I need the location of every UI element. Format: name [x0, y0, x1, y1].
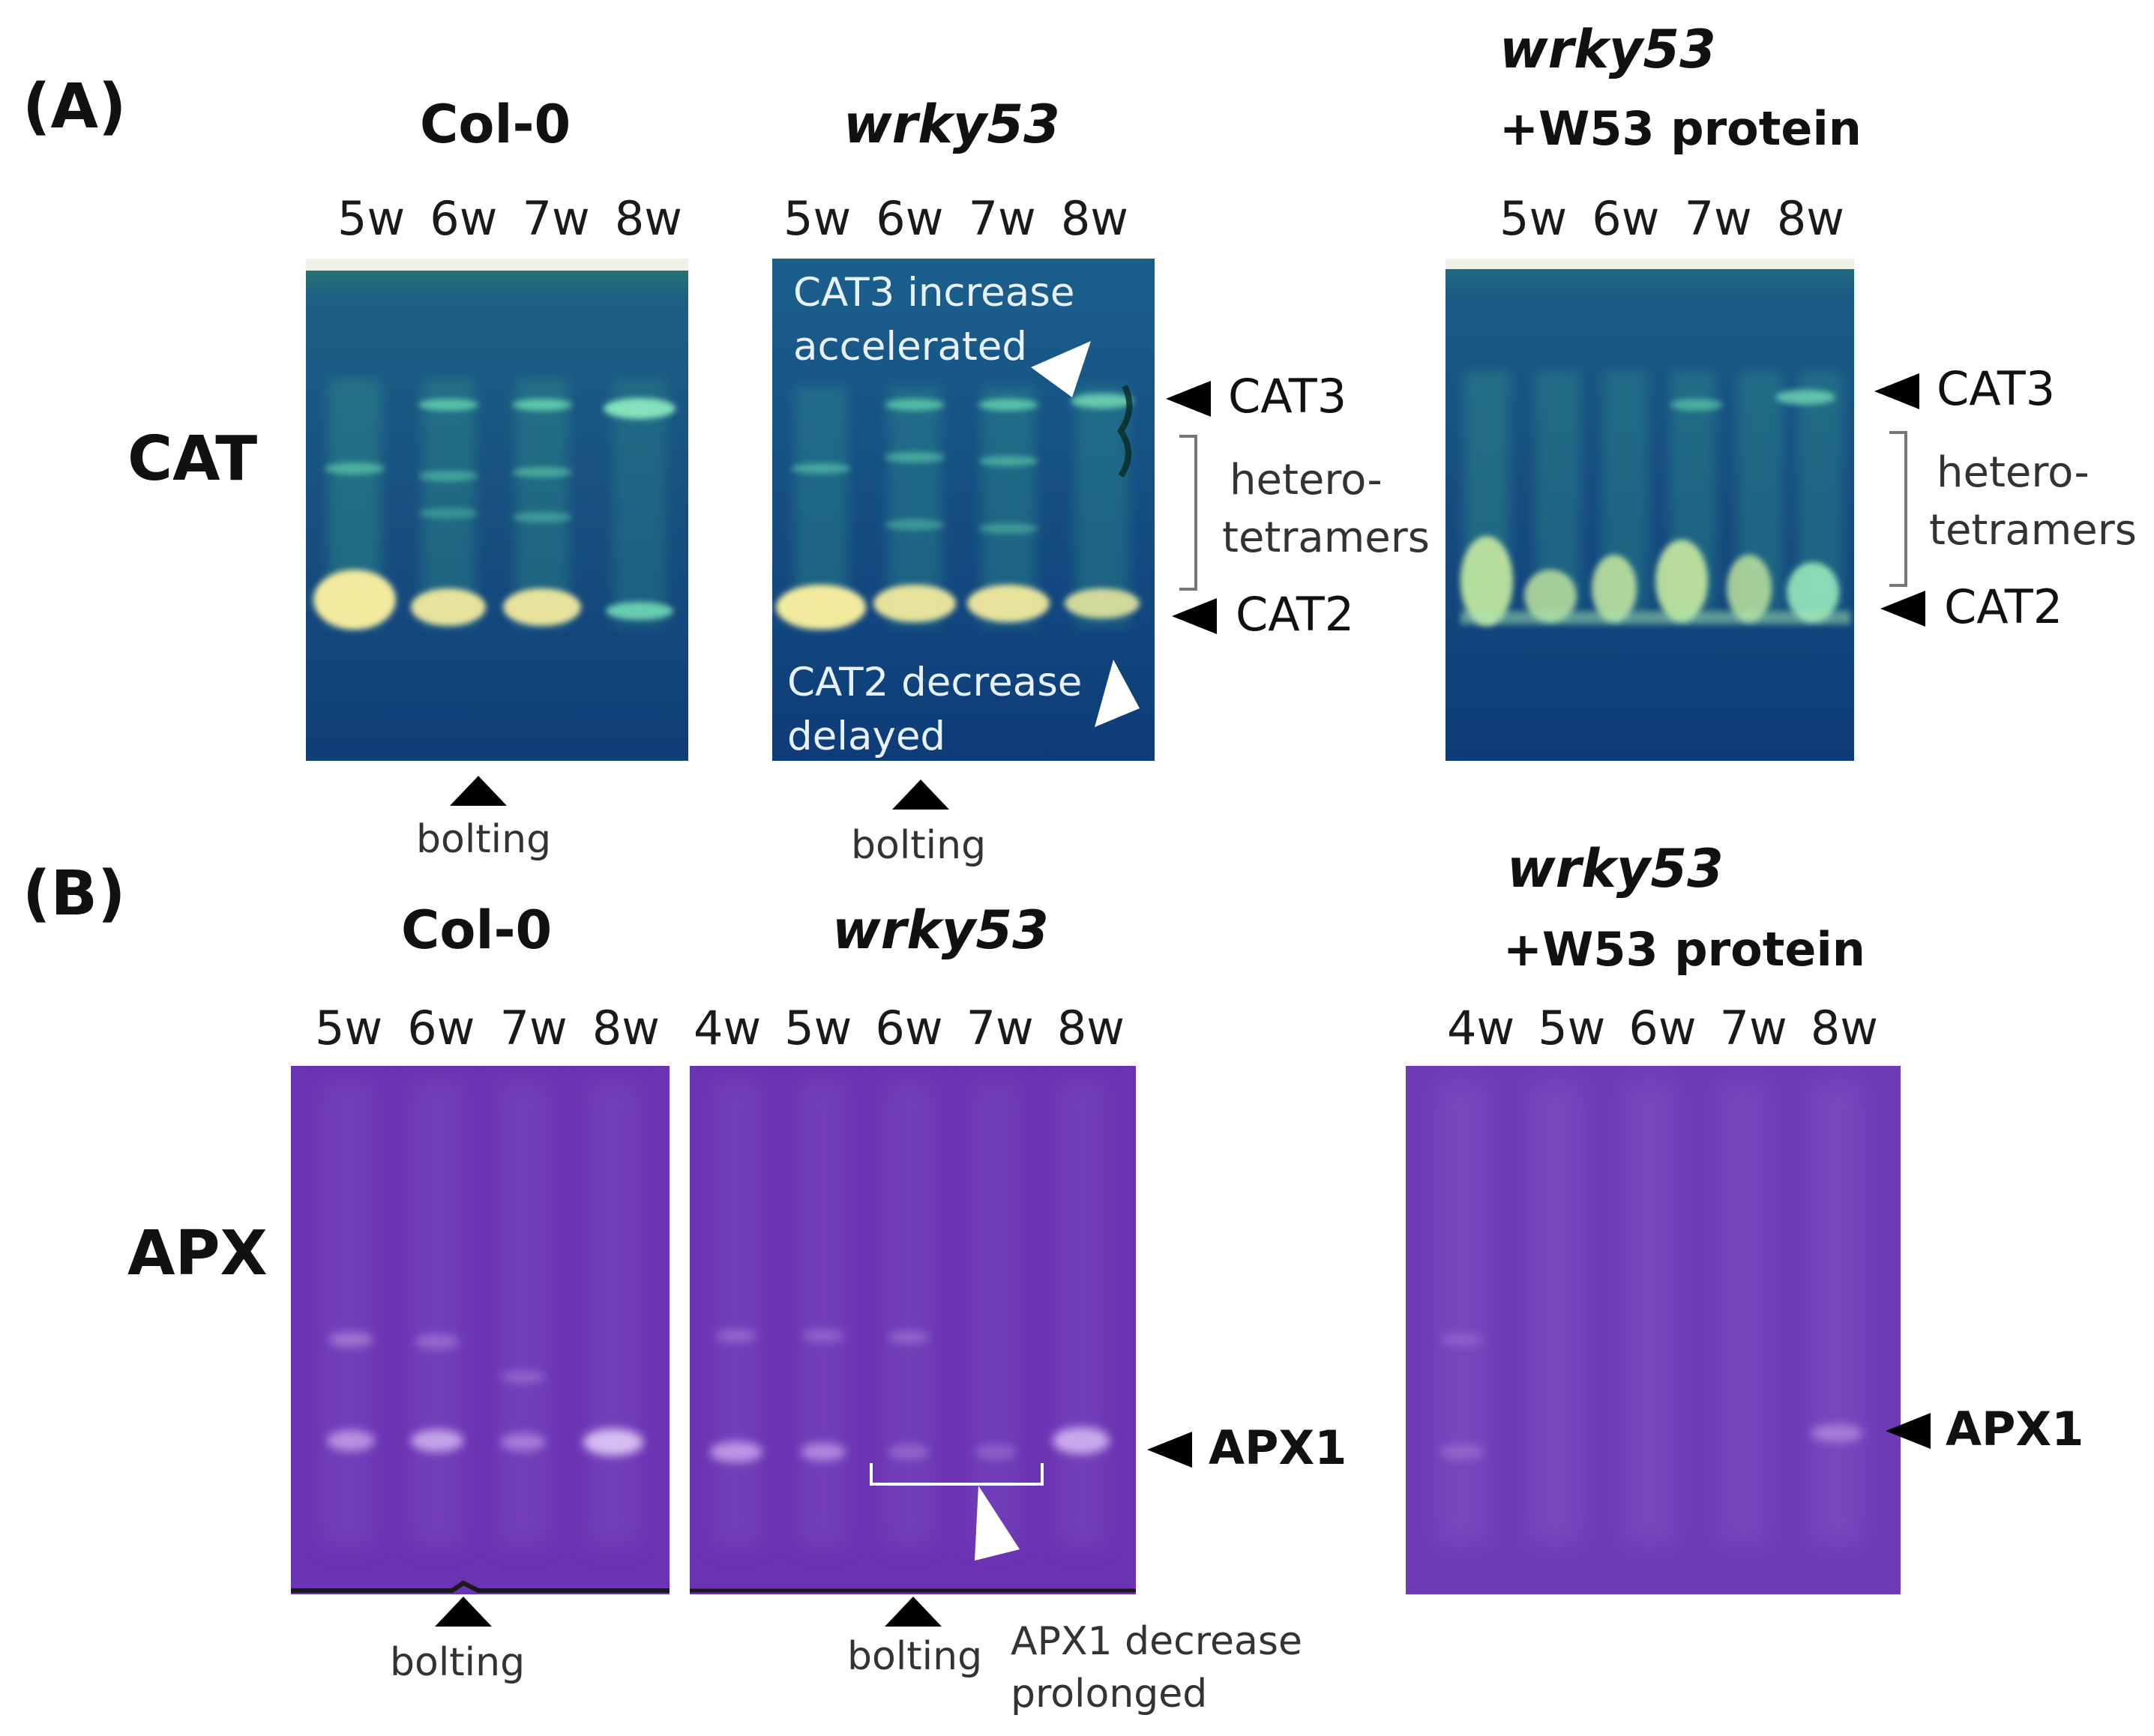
cat3-arrow-icon — [1874, 373, 1919, 409]
bolting-label-wrky53-b: bolting — [847, 1634, 983, 1679]
lane-label: 4w — [1447, 1001, 1515, 1055]
lane-label: 6w — [876, 191, 944, 246]
bolting-arrow-icon — [885, 1597, 942, 1627]
lane-label: 6w — [1628, 1001, 1697, 1055]
apx-gel-w53 — [1406, 1066, 1901, 1594]
cat2-arrow-icon — [1880, 591, 1925, 627]
lane-label: 8w — [614, 191, 682, 246]
lane-label: 4w — [694, 1001, 762, 1055]
lane-label: 8w — [1776, 191, 1844, 246]
lane-label: 8w — [1810, 1001, 1878, 1055]
bolting-arrow-icon — [892, 780, 949, 810]
hetero-label-line1: hetero- — [1230, 456, 1383, 504]
lane-label: 7w — [1719, 1001, 1787, 1055]
heterotetramer-bracket — [1179, 435, 1197, 591]
lane-label: 7w — [966, 1001, 1034, 1055]
lane-label: 5w — [783, 191, 852, 246]
genotype-col0-b: Col-0 — [401, 899, 553, 961]
lane-label: 5w — [337, 191, 406, 246]
lane-label: 5w — [1538, 1001, 1606, 1055]
genotype-col0-a: Col-0 — [420, 94, 571, 155]
apx1-label: APX1 — [1209, 1420, 1347, 1475]
cat-gel-wrky53: CAT3 increase accelerated CAT2 decrease … — [772, 259, 1155, 761]
panel-a-label: (A) — [22, 71, 127, 142]
lane-label: 6w — [875, 1001, 943, 1055]
cat2-label: CAT2 — [1236, 587, 1355, 642]
lane-labels-w53-a: 5w 6w 7w 8w — [1499, 191, 1844, 246]
lane-label: 6w — [407, 1001, 475, 1055]
cat3-label: CAT3 — [1937, 361, 2056, 416]
genotype-wrky53-a: wrky53 — [843, 94, 1060, 155]
genotype-w53-a-line1: wrky53 — [1499, 19, 1716, 80]
cat3-arrow-icon — [1166, 381, 1211, 417]
genotype-wrky53-b: wrky53 — [832, 899, 1049, 961]
lane-label: 8w — [1056, 1001, 1125, 1055]
lane-labels-w53-b: 4w 5w 6w 7w 8w — [1447, 1001, 1878, 1055]
lane-labels-wrky53-a: 5w 6w 7w 8w — [783, 191, 1128, 246]
white-arrowhead — [1031, 341, 1091, 397]
bolting-arrow-icon — [450, 776, 507, 806]
enzyme-label-cat: CAT — [127, 424, 258, 495]
cat3-increase-annotation: CAT3 increase accelerated — [793, 270, 1075, 370]
apx1-arrow-icon — [1886, 1413, 1931, 1449]
lane-label: 6w — [1592, 191, 1660, 246]
bolting-arrow-icon — [435, 1597, 492, 1627]
lane-label: 7w — [1684, 191, 1752, 246]
cat-gel-col0 — [306, 259, 688, 761]
lane-labels-col0-a: 5w 6w 7w 8w — [337, 191, 682, 246]
hetero-label-line1: hetero- — [1937, 448, 2090, 497]
apx-gel-col0 — [291, 1066, 670, 1594]
bolting-label-wrky53-a: bolting — [851, 823, 987, 868]
apx1-label: APX1 — [1946, 1402, 2084, 1456]
genotype-w53-b-line1: wrky53 — [1507, 838, 1724, 899]
lane-label: 7w — [522, 191, 590, 246]
lane-labels-wrky53-b: 4w 5w 6w 7w 8w — [694, 1001, 1125, 1055]
panel-b-label: (B) — [22, 858, 126, 929]
apx-gel-wrky53 — [690, 1066, 1136, 1594]
cat2-label: CAT2 — [1944, 579, 2063, 634]
cat2-decrease-annotation: CAT2 decrease delayed — [787, 660, 1083, 759]
bolting-label-col0-b: bolting — [390, 1640, 526, 1685]
enzyme-label-apx: APX — [127, 1218, 268, 1289]
cat3-label: CAT3 — [1228, 369, 1347, 424]
hetero-label-line2: tetramers — [1929, 506, 2137, 555]
apx1-decrease-annotation: APX1 decrease prolonged — [1011, 1619, 1302, 1717]
apx1-arrow-icon — [1147, 1432, 1192, 1468]
lane-label: 8w — [592, 1001, 660, 1055]
hetero-label-line2: tetramers — [1222, 513, 1430, 562]
genotype-w53-a-line2: +W53 protein — [1499, 101, 1862, 156]
lane-label: 5w — [784, 1001, 852, 1055]
genotype-w53-b-line2: +W53 protein — [1503, 922, 1865, 977]
lane-label: 7w — [499, 1001, 568, 1055]
lane-labels-col0-b: 5w 6w 7w 8w — [315, 1001, 660, 1055]
bolting-label-col0-a: bolting — [416, 817, 552, 862]
lane-label: 6w — [430, 191, 498, 246]
lane-label: 5w — [315, 1001, 383, 1055]
lane-label: 8w — [1060, 191, 1128, 246]
cat2-arrow-icon — [1172, 598, 1217, 634]
lane-label: 7w — [968, 191, 1036, 246]
heterotetramer-bracket — [1889, 431, 1907, 587]
lane-label: 5w — [1499, 191, 1568, 246]
cat-gel-w53 — [1445, 259, 1854, 761]
